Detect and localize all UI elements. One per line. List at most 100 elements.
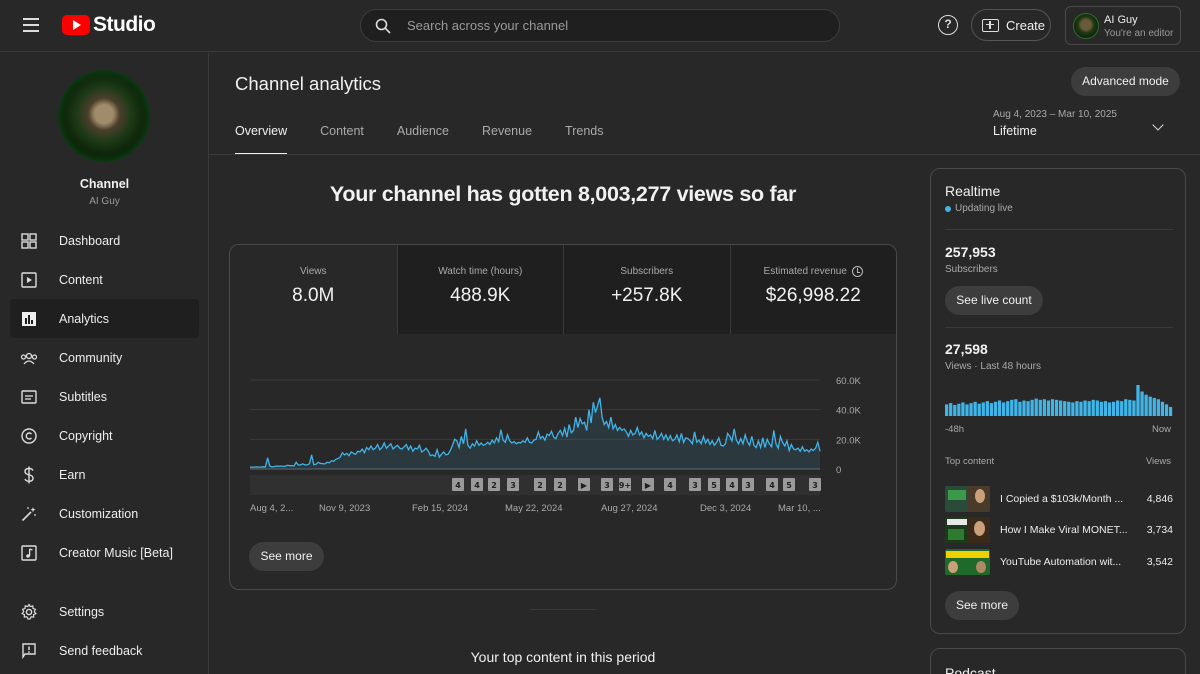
sidebar-item-earn[interactable]: Earn <box>10 455 199 494</box>
video-marker[interactable]: 4 <box>471 478 483 491</box>
video-marker[interactable]: 4 <box>726 478 738 491</box>
video-marker[interactable]: 3 <box>601 478 613 491</box>
video-marker[interactable]: 3 <box>689 478 701 491</box>
see-more-button[interactable]: See more <box>249 542 324 571</box>
metric-subscribers[interactable]: Subscribers +257.8K <box>563 245 730 334</box>
tab-audience[interactable]: Audience <box>396 124 449 138</box>
svg-text:▶: ▶ <box>581 481 588 490</box>
realtime-bar <box>1018 401 1022 416</box>
realtime-bar <box>985 401 989 416</box>
top-content-heading: Your top content in this period <box>470 649 656 665</box>
search-input[interactable] <box>407 18 807 33</box>
realtime-bar <box>1026 401 1030 416</box>
sidebar-item-label: Send feedback <box>59 643 143 658</box>
sidebar-item-label: Customization <box>59 506 139 521</box>
svg-text:3: 3 <box>745 481 751 490</box>
sidebar-item-label: Creator Music [Beta] <box>59 545 173 560</box>
views-chart-area: 60.0K 40.0K 20.0K 0 4 4 2 3 2 2 ▶ 3 9+ ▶ 4 3 5 4 3 4 5 3 Aug 4… <box>230 334 896 589</box>
realtime-bar <box>1120 401 1124 416</box>
realtime-bar <box>1010 399 1014 416</box>
tab-content[interactable]: Content <box>320 124 364 138</box>
x-tick-label: Mar 10, ... <box>778 503 821 514</box>
realtime-bar <box>1168 406 1173 416</box>
realtime-bar <box>1038 399 1042 416</box>
channel-name: AI Guy <box>89 196 120 207</box>
top-content-row[interactable]: YouTube Automation wit... 3,542 <box>945 549 1173 575</box>
video-marker[interactable]: 5 <box>708 478 720 491</box>
sidebar-item-label: Analytics <box>59 311 110 326</box>
sidebar-item-dashboard[interactable]: Dashboard <box>10 221 199 260</box>
metric-watch-time[interactable]: Watch time (hours) 488.9K <box>396 245 563 334</box>
advanced-mode-button[interactable]: Advanced mode <box>1071 67 1180 96</box>
video-marker[interactable]: ▶ <box>642 478 654 491</box>
x-tick-label: Feb 15, 2024 <box>412 503 468 514</box>
video-marker[interactable]: 3 <box>507 478 519 491</box>
see-live-count-button[interactable]: See live count <box>945 286 1043 315</box>
sidebar-item-creator-music[interactable]: Creator Music [Beta] <box>10 533 199 572</box>
channel-avatar[interactable] <box>58 70 150 162</box>
video-marker[interactable]: 4 <box>452 478 464 491</box>
metric-label: Views <box>300 266 327 277</box>
page-title: Channel analytics <box>235 73 382 94</box>
video-marker[interactable]: 3 <box>742 478 754 491</box>
search-bar[interactable] <box>360 9 840 42</box>
sidebar-item-label: Community <box>59 350 123 365</box>
tab-trends[interactable]: Trends <box>565 124 604 138</box>
sidebar-item-customization[interactable]: Customization <box>10 494 199 533</box>
video-marker[interactable]: 3 <box>809 478 821 491</box>
realtime-axis-start: -48h <box>945 424 965 435</box>
realtime-bar <box>1136 385 1140 416</box>
sidebar-item-analytics[interactable]: Analytics <box>10 299 199 338</box>
video-title: How I Make Viral MONET... <box>1000 524 1128 536</box>
sidebar-item-settings[interactable]: Settings <box>10 592 199 631</box>
realtime-bar <box>1087 401 1091 416</box>
menu-icon[interactable] <box>18 14 44 38</box>
help-icon[interactable]: ? <box>938 15 958 35</box>
realtime-bar <box>1002 402 1006 416</box>
tab-overview[interactable]: Overview <box>235 124 288 155</box>
realtime-bar <box>1164 404 1169 416</box>
video-thumbnail <box>945 549 990 575</box>
realtime-bar <box>945 404 949 416</box>
realtime-bar <box>1116 400 1120 416</box>
metric-revenue[interactable]: Estimated revenue $26,998.22 <box>729 245 896 334</box>
video-marker[interactable]: 4 <box>664 478 676 491</box>
realtime-see-more-button[interactable]: See more <box>945 591 1019 620</box>
video-marker[interactable]: 2 <box>488 478 500 491</box>
top-content-row[interactable]: How I Make Viral MONET... 3,734 <box>945 517 1173 543</box>
sidebar-item-send-feedback[interactable]: Send feedback <box>10 631 199 670</box>
sidebar-item-community[interactable]: Community <box>10 338 199 377</box>
create-button[interactable]: Create <box>971 9 1051 41</box>
date-range-picker[interactable]: Aug 4, 2023 – Mar 10, 2025 Lifetime <box>993 109 1180 145</box>
svg-text:5: 5 <box>786 481 792 490</box>
realtime-bar <box>1160 401 1165 416</box>
sidebar-item-copyright[interactable]: Copyright <box>10 416 199 455</box>
studio-logo[interactable]: Studio <box>62 12 156 38</box>
youtube-logo-icon <box>62 15 90 35</box>
video-marker[interactable]: 2 <box>534 478 546 491</box>
video-marker[interactable]: 5 <box>783 478 795 491</box>
section-divider <box>530 609 596 610</box>
account-switcher[interactable]: AI Guy You're an editor <box>1065 6 1181 45</box>
video-marker[interactable]: 4 <box>766 478 778 491</box>
realtime-bar <box>1014 399 1018 416</box>
realtime-bar <box>1050 399 1055 416</box>
creator-music-icon <box>20 544 38 562</box>
live-dot-icon <box>945 205 951 212</box>
metric-value: 488.9K <box>450 285 511 306</box>
sidebar-item-label: Dashboard <box>59 233 121 248</box>
video-marker[interactable]: 9+ <box>619 478 631 491</box>
video-marker[interactable]: 2 <box>554 478 566 491</box>
metric-value: 8.0M <box>292 285 335 306</box>
sidebar-item-content[interactable]: Content <box>10 260 199 299</box>
tabs-divider <box>209 154 1200 155</box>
top-content-row[interactable]: I Copied a $103k/Month ... 4,846 <box>945 486 1173 512</box>
video-marker[interactable]: ▶ <box>578 478 590 491</box>
tab-revenue[interactable]: Revenue <box>482 124 533 138</box>
content-icon <box>20 271 38 289</box>
customization-icon <box>20 505 38 523</box>
sidebar-item-subtitles[interactable]: Subtitles <box>10 377 199 416</box>
metric-views[interactable]: Views 8.0M <box>230 245 397 334</box>
metric-label: Subscribers <box>620 266 674 277</box>
sidebar-item-label: Settings <box>59 604 105 619</box>
